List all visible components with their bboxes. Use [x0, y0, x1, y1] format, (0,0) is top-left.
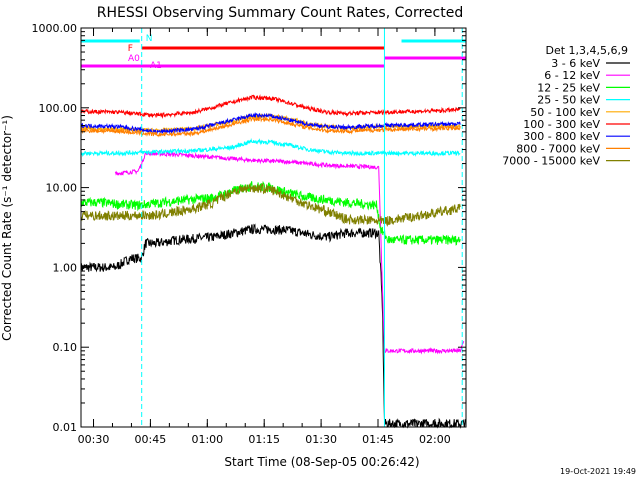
- status-bar-label-f: F: [128, 44, 133, 54]
- x-tick-label-5: 01:30: [305, 433, 337, 446]
- series-line-6: [80, 94, 461, 119]
- legend-label-9: 7000 - 15000 keV: [502, 155, 600, 168]
- plot-frame: [80, 27, 467, 428]
- status-bar-label-a1: A1: [150, 61, 162, 71]
- series-line-2: [114, 150, 465, 355]
- legend-label-3: 12 - 25 keV: [537, 81, 600, 94]
- plot-area: N FA0 A1 1000.00 100.00 10.00 1.00 0.10 0.0100:3…: [32, 22, 467, 446]
- x-axis-label: Start Time (08-Sep-05 00:26:42): [224, 455, 419, 469]
- series-line-7: [80, 112, 461, 135]
- legend-label-1: 3 - 6 keV: [551, 57, 600, 70]
- legend-label-4: 25 - 50 keV: [537, 94, 600, 107]
- legend-label-8: 800 - 7000 keV: [516, 142, 600, 155]
- x-tick-label-3: 01:00: [191, 433, 223, 446]
- x-tick-label-7: 02:00: [419, 433, 451, 446]
- y-tick-label-6: 0.01: [53, 421, 78, 434]
- x-tick-label-1: 00:30: [78, 433, 110, 446]
- y-tick-label-3: 10.00: [46, 182, 78, 195]
- status-bar-label-n: N: [146, 34, 153, 44]
- y-tick-label-1: 1000.00: [32, 22, 78, 35]
- x-tick-label-4: 01:15: [248, 433, 280, 446]
- series-line-1: [80, 223, 467, 429]
- series-line-8: [80, 115, 461, 138]
- series-line-4: [80, 137, 461, 158]
- legend-label-6: 100 - 300 keV: [523, 118, 600, 131]
- chart-title: RHESSI Observing Summary Count Rates, Co…: [97, 5, 463, 21]
- y-tick-label-4: 1.00: [53, 261, 78, 274]
- legend-label-7: 300 - 800 keV: [523, 130, 600, 143]
- status-bar-label-a0: A0: [128, 54, 140, 64]
- legend-title: Det 1,3,4,5,6,9: [545, 44, 628, 57]
- x-tick-label-6: 01:45: [362, 433, 394, 446]
- footer-timestamp: 19-Oct-2021 19:49: [560, 467, 636, 476]
- x-tick-label-2: 00:45: [135, 433, 167, 446]
- y-tick-label-5: 0.10: [53, 341, 78, 354]
- series-line-9: [80, 182, 461, 227]
- y-axis-label: Corrected Count Rate (s⁻¹ detector⁻¹): [0, 115, 14, 341]
- legend-label-5: 50 - 100 keV: [530, 106, 600, 119]
- y-tick-label-2: 100.00: [39, 102, 78, 115]
- series-line-3: [80, 180, 461, 246]
- legend-label-2: 6 - 12 keV: [544, 69, 600, 82]
